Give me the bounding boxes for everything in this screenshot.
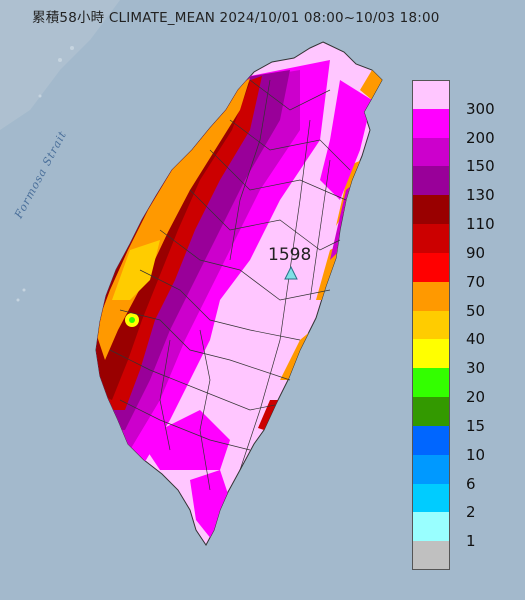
legend-label: 6 xyxy=(466,474,476,493)
legend-swatch xyxy=(412,166,450,196)
triangle-marker xyxy=(284,265,298,280)
legend-swatch xyxy=(412,397,450,426)
legend-swatch xyxy=(412,454,450,484)
legend-swatch xyxy=(412,483,450,513)
legend-swatch xyxy=(412,512,450,542)
legend-label: 10 xyxy=(466,445,486,464)
legend-label: 110 xyxy=(466,215,495,234)
legend-swatch xyxy=(412,310,450,340)
legend-label: 40 xyxy=(466,330,486,349)
legend-label: 1 xyxy=(466,532,476,551)
max-rainfall-value: 1598 xyxy=(268,245,312,265)
legend-swatch xyxy=(412,425,450,455)
legend-label: 90 xyxy=(466,243,486,262)
admin-boundaries xyxy=(109,79,351,491)
legend-label: 20 xyxy=(466,388,486,407)
legend-swatch xyxy=(412,541,450,570)
legend-label: 130 xyxy=(466,186,495,205)
legend: 300 200 150 130 110 90 70 50 40 30 20 15 10 6 2 1 xyxy=(412,80,520,570)
legend-swatch xyxy=(412,339,450,369)
legend-swatch xyxy=(412,137,450,167)
legend-swatch xyxy=(412,80,450,109)
legend-label: 30 xyxy=(466,359,486,378)
legend-label: 150 xyxy=(466,157,495,176)
mainland-coast xyxy=(0,0,120,302)
map-title: 累積58小時 CLIMATE_MEAN 2024/10/01 08:00~10/… xyxy=(32,10,440,26)
legend-label: 300 xyxy=(466,99,495,118)
legend-swatch xyxy=(412,224,450,253)
legend-label: 2 xyxy=(466,503,476,522)
legend-swatch xyxy=(412,195,450,225)
legend-label: 15 xyxy=(466,416,486,435)
legend-label: 50 xyxy=(466,301,486,320)
legend-label: 200 xyxy=(466,128,495,147)
legend-swatch xyxy=(412,281,450,311)
legend-swatch xyxy=(412,108,450,138)
legend-label: 70 xyxy=(466,272,486,291)
legend-swatch xyxy=(412,252,450,282)
legend-swatch xyxy=(412,368,450,398)
